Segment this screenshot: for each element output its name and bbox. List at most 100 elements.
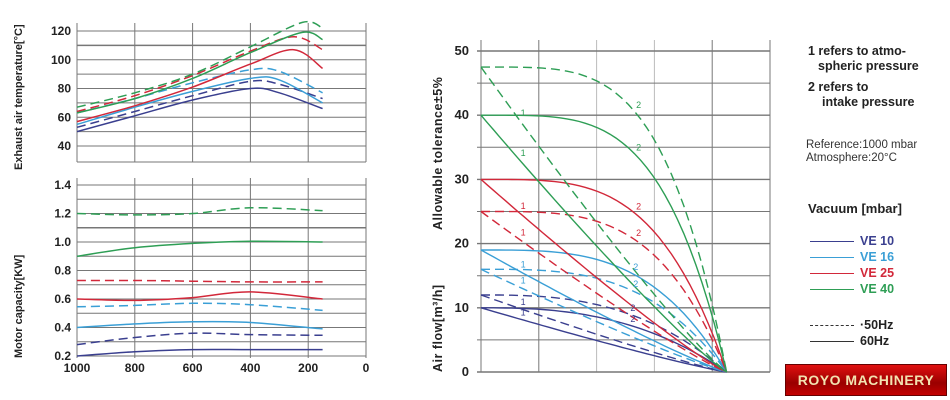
legend-label-60hz: 60Hz <box>860 334 890 348</box>
flow-series-ve25-solid-curve2 <box>481 178 728 373</box>
flow-ytick-label: 10 <box>455 300 469 315</box>
flow-curve-number-label: 1 <box>521 228 526 238</box>
flow-series-ve40-solid-curve2 <box>481 114 728 373</box>
legend-label-50hz: ·50Hz <box>860 318 894 332</box>
motor-series-ve40-dashed <box>76 207 323 216</box>
legend-item-ve25: VE 25 <box>810 266 894 280</box>
legend-title: Vacuum [mbar] <box>808 201 902 216</box>
note-1: 1 refers to atmo- spheric pressure <box>808 44 919 74</box>
temp-series-ve40-dashed <box>76 20 323 108</box>
flow-series-ve10-dashed-curve2 <box>481 294 728 373</box>
legend-line-ve10 <box>810 240 854 242</box>
series-layer <box>76 20 728 373</box>
temp-series-ve40-solid <box>76 31 323 114</box>
flow-ytick-label: 30 <box>455 171 469 186</box>
note-1-line-2: spheric pressure <box>818 59 919 73</box>
flow-series-ve16-dashed-curve2 <box>481 268 728 373</box>
temp-series-ve25-solid <box>76 48 324 123</box>
flow-series-ve25-dashed-curve1 <box>480 210 727 373</box>
flow-series-ve16-solid-curve1 <box>480 249 727 373</box>
motor-ytick-label: 0.4 <box>54 321 71 335</box>
flow-series-ve40-dashed-curve1 <box>480 66 728 373</box>
flow-series-ve10-solid-curve2 <box>481 307 727 373</box>
flow-curve-number-label: 2 <box>630 303 635 313</box>
flow-series-ve40-solid-curve1 <box>480 114 727 373</box>
motor-ytick-label: 1.2 <box>54 207 71 221</box>
flow-curve-number-label: 2 <box>636 100 641 110</box>
temp-series-ve10-dashed <box>76 79 323 129</box>
ylabel-air-flow: Air flow[m³/h] <box>431 284 445 372</box>
legend-item-ve40: VE 40 <box>810 282 894 296</box>
motor-series-ve40-solid <box>76 240 323 258</box>
motor-series-ve16-solid <box>76 320 323 330</box>
temp-ytick-label: 60 <box>58 110 72 124</box>
legend-label-ve10: VE 10 <box>860 234 895 248</box>
legend-item-ve16: VE 16 <box>810 250 894 264</box>
legend-item-60hz: 60Hz <box>810 334 889 348</box>
temp-ytick-label: 40 <box>58 139 72 153</box>
flow-ytick-label: 0 <box>462 364 469 379</box>
legend-item-ve10: VE 10 <box>810 234 894 248</box>
motor-series-ve25-solid <box>76 291 323 302</box>
ylabel-tolerance: Allowable tolerance±5% <box>431 77 445 230</box>
flow-ytick-label: 50 <box>455 43 469 58</box>
motor-xtick-label: 0 <box>363 361 370 375</box>
flow-curve-number-label: 2 <box>636 202 641 212</box>
motor-series-ve25-dashed <box>76 279 323 283</box>
flow-series-ve25-solid-curve1 <box>480 178 727 373</box>
flow-ytick-label: 40 <box>455 107 469 122</box>
flow-series-ve16-dashed-curve1 <box>480 268 727 373</box>
flow-curve-number-label: 1 <box>521 260 526 270</box>
legend-label-ve16: VE 16 <box>860 250 895 264</box>
legend-label-ve25: VE 25 <box>860 266 895 280</box>
flow-series-ve10-dashed-curve1 <box>480 294 727 373</box>
temp-ytick-label: 120 <box>51 24 71 38</box>
flow-curve-number-label: 1 <box>521 108 526 118</box>
flow-curve-number-label: 1 <box>521 201 526 211</box>
legend-line-50hz <box>810 324 854 326</box>
motor-ytick-label: 1.0 <box>54 235 71 249</box>
motor-xtick-label: 200 <box>298 361 318 375</box>
motor-series-ve10-solid <box>76 348 323 357</box>
legend-line-ve25 <box>810 272 854 274</box>
motor-xtick-label: 600 <box>183 361 203 375</box>
note-1-line-1: 1 refers to atmo- <box>808 44 906 58</box>
motor-ytick-label: 0.6 <box>54 292 71 306</box>
flow-curve-number-label: 1 <box>521 308 526 318</box>
flow-curve-number-label: 1 <box>521 276 526 286</box>
legend-line-ve40 <box>810 288 854 290</box>
brand-text: ROYO MACHINERY <box>797 372 935 388</box>
flow-curve-number-label: 1 <box>521 297 526 307</box>
flow-series-ve40-dashed-curve2 <box>481 66 728 373</box>
temp-ytick-label: 80 <box>58 82 72 96</box>
legend-line-60hz <box>810 340 854 342</box>
legend-line-ve16 <box>810 256 854 258</box>
note-2: 2 refers to intake pressure <box>808 80 914 110</box>
motor-ytick-label: 1.4 <box>54 178 71 192</box>
flow-curve-number-label: 2 <box>633 279 638 289</box>
temp-series-ve25-dashed <box>76 36 323 113</box>
flow-curve-number-label: 2 <box>633 262 638 272</box>
flow-ytick-label: 20 <box>455 236 469 251</box>
motor-ytick-label: 0.2 <box>54 349 71 363</box>
note-2-line-2: intake pressure <box>822 95 915 109</box>
temp-series-ve16-solid <box>76 76 323 126</box>
atmosphere-text: Atmosphere:20°C <box>806 152 897 164</box>
reference-info: Reference:1000 mbar Atmosphere:20°C <box>806 139 917 165</box>
flow-curve-number-label: 2 <box>636 228 641 238</box>
motor-xtick-label: 400 <box>240 361 260 375</box>
ylabel-motor-capacity: Motor capacity[KW] <box>13 254 25 358</box>
motor-ytick-label: 0.8 <box>54 264 71 278</box>
motor-series-ve16-dashed <box>76 302 323 312</box>
legend-item-50hz: ·50Hz <box>810 318 893 332</box>
flow-curve-number-label: 2 <box>630 314 635 324</box>
flow-curve-number-label: 2 <box>636 142 641 152</box>
temp-ytick-label: 100 <box>51 53 71 67</box>
note-2-line-1: 2 refers to <box>808 80 869 94</box>
temp-series-ve16-dashed <box>76 67 323 114</box>
flow-series-ve25-dashed-curve2 <box>481 210 728 373</box>
flow-series-ve10-solid-curve1 <box>480 307 727 373</box>
temp-series-ve10-solid <box>76 87 323 133</box>
motor-xtick-label: 1000 <box>64 361 91 375</box>
